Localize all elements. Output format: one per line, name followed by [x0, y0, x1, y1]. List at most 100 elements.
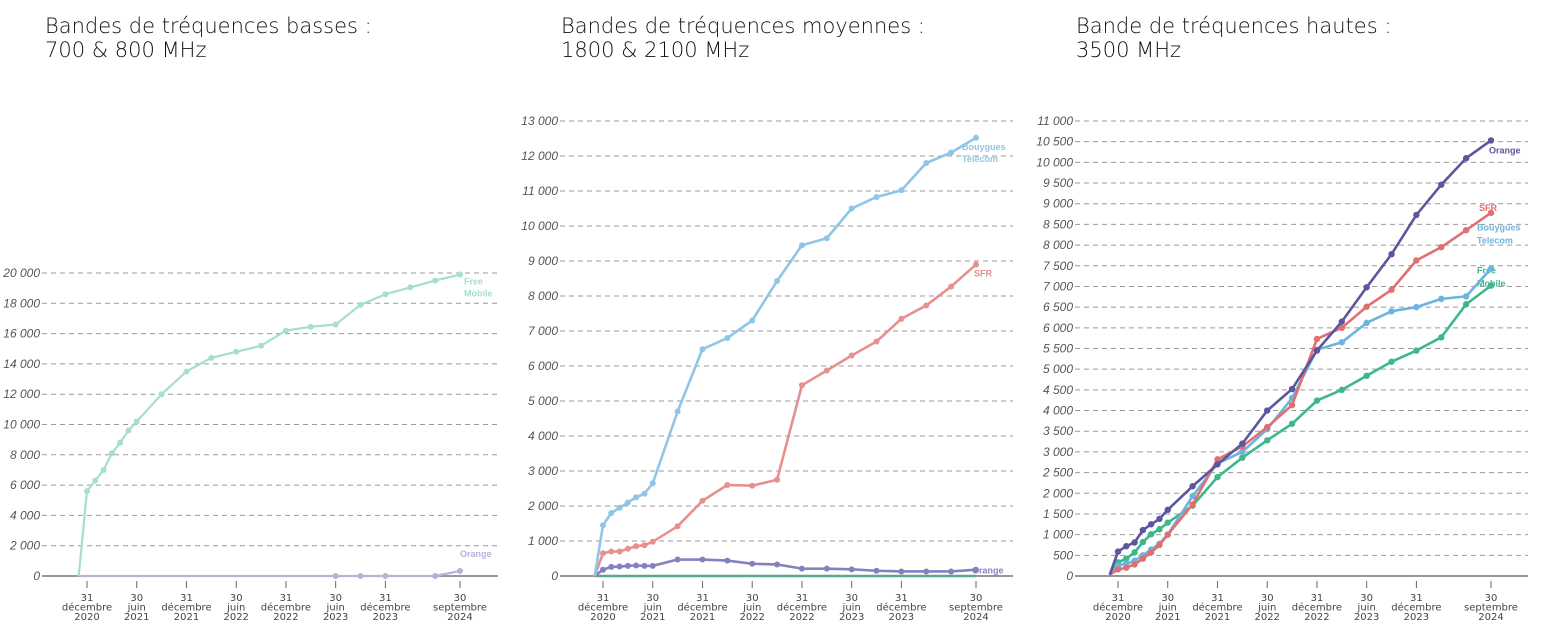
- x-tick-label: 2024: [963, 612, 988, 623]
- data-point: [233, 348, 240, 355]
- x-tick-label: 30: [970, 593, 983, 604]
- data-point: [457, 271, 463, 278]
- data-point: [432, 277, 439, 284]
- data-point: [1388, 358, 1395, 365]
- data-point: [923, 568, 930, 575]
- data-point: [282, 327, 289, 334]
- data-point: [848, 566, 855, 573]
- data-point: [1164, 519, 1171, 526]
- chart-2: 0 1 000 2 000 3 000 4 000 5 000 6 000 7 000 8 00…: [521, 114, 1013, 623]
- data-point: [1288, 385, 1296, 393]
- data-point: [1487, 137, 1495, 144]
- y-tick-label: 2 000: [9, 539, 40, 553]
- chart-3: 0 500 1 000 1 500 2 000 2 500 3 000 3 500 4 000 4…: [1036, 114, 1528, 623]
- data-point: [1156, 515, 1163, 523]
- x-tick-label: décembre: [1391, 602, 1441, 614]
- x-tick-label: 30: [1485, 593, 1498, 604]
- x-tick-label: décembre: [677, 602, 727, 614]
- data-point: [600, 566, 606, 573]
- x-tick-label: 31: [379, 593, 392, 604]
- x-tick-label: 2020: [590, 612, 615, 623]
- y-tick-label: 10 500: [1036, 135, 1073, 149]
- data-point: [1462, 227, 1470, 234]
- y-tick-label: 4 000: [10, 508, 40, 522]
- series-line: [593, 263, 977, 577]
- data-point: [1388, 250, 1395, 258]
- x-tick-label: 2023: [889, 612, 914, 623]
- x-tick-label: 31: [180, 593, 193, 604]
- data-point: [1313, 397, 1321, 404]
- data-point: [100, 466, 107, 473]
- y-tick-label: 8 000: [1043, 238, 1073, 252]
- series-label: Bouygues: [1477, 223, 1521, 233]
- data-point: [973, 134, 979, 141]
- x-tick-label: juin: [1357, 603, 1376, 614]
- data-point: [600, 522, 606, 529]
- data-point: [608, 548, 615, 555]
- data-point: [649, 562, 656, 569]
- x-tick-label: juin: [127, 603, 146, 614]
- data-point: [973, 261, 979, 268]
- x-tick-label: 2021: [640, 612, 665, 623]
- data-point: [608, 563, 615, 570]
- data-point: [84, 488, 90, 495]
- data-point: [1487, 282, 1495, 289]
- x-tick-label: 2023: [839, 612, 864, 623]
- data-point: [923, 302, 930, 309]
- data-point: [1139, 555, 1147, 562]
- data-point: [873, 193, 880, 200]
- data-point: [125, 427, 132, 434]
- data-point: [774, 476, 781, 483]
- series-line: [1108, 284, 1492, 576]
- data-point: [382, 291, 389, 298]
- data-point: [633, 543, 640, 550]
- data-point: [1363, 319, 1370, 327]
- y-tick-label: 1 000: [1043, 528, 1073, 542]
- data-point: [724, 335, 731, 341]
- data-point: [1123, 564, 1130, 571]
- x-tick-label: 31: [1211, 593, 1224, 604]
- y-tick-label: 0: [33, 569, 40, 583]
- data-point: [948, 568, 955, 575]
- data-point: [823, 565, 830, 572]
- series-line: [1108, 267, 1492, 576]
- x-tick-label: 31: [1112, 593, 1125, 604]
- data-point: [1123, 555, 1130, 562]
- series-sfr: SFR: [1109, 203, 1498, 576]
- x-tick-label: juin: [326, 603, 345, 614]
- x-tick-label: décembre: [62, 602, 112, 614]
- chart-2-title: Bandes de tréquences moyennes : 1800 & 2…: [561, 14, 925, 62]
- data-point: [948, 149, 955, 156]
- series-orange: Orange: [1108, 137, 1521, 576]
- data-point: [848, 352, 855, 359]
- y-tick-label: 11 000: [522, 184, 558, 198]
- data-point: [1164, 531, 1171, 538]
- data-point: [1131, 549, 1138, 556]
- x-tick-label: 30: [1261, 593, 1274, 604]
- data-point: [649, 538, 656, 545]
- x-tick-label: 2022: [273, 612, 298, 623]
- x-tick-label: 30: [746, 593, 759, 604]
- data-point: [382, 573, 389, 579]
- y-tick-label: 500: [1053, 548, 1073, 562]
- data-point: [1147, 531, 1155, 538]
- series-bouygues-telecom: Bouygues Telecom: [593, 134, 1006, 577]
- data-point: [848, 205, 855, 212]
- data-point: [1264, 437, 1271, 444]
- chart-2-title-line-2: 1800 & 2100 MHz: [561, 38, 750, 62]
- data-point: [724, 482, 731, 488]
- data-point: [1438, 181, 1445, 188]
- series-label: Free: [464, 277, 483, 287]
- y-tick-label: 8 500: [1043, 217, 1073, 231]
- y-tick-label: 10 000: [1036, 155, 1073, 169]
- y-tick-label: 7 500: [1043, 259, 1073, 273]
- data-point: [1123, 543, 1130, 550]
- data-point: [608, 510, 615, 516]
- x-tick-label: 30: [130, 593, 143, 604]
- data-point: [624, 545, 631, 552]
- x-tick-label: 31: [597, 593, 610, 604]
- series-label: Free: [1477, 266, 1496, 276]
- data-point: [1239, 454, 1246, 461]
- y-tick-label: 3 000: [1043, 445, 1073, 459]
- series-label: Bouygues: [962, 142, 1006, 152]
